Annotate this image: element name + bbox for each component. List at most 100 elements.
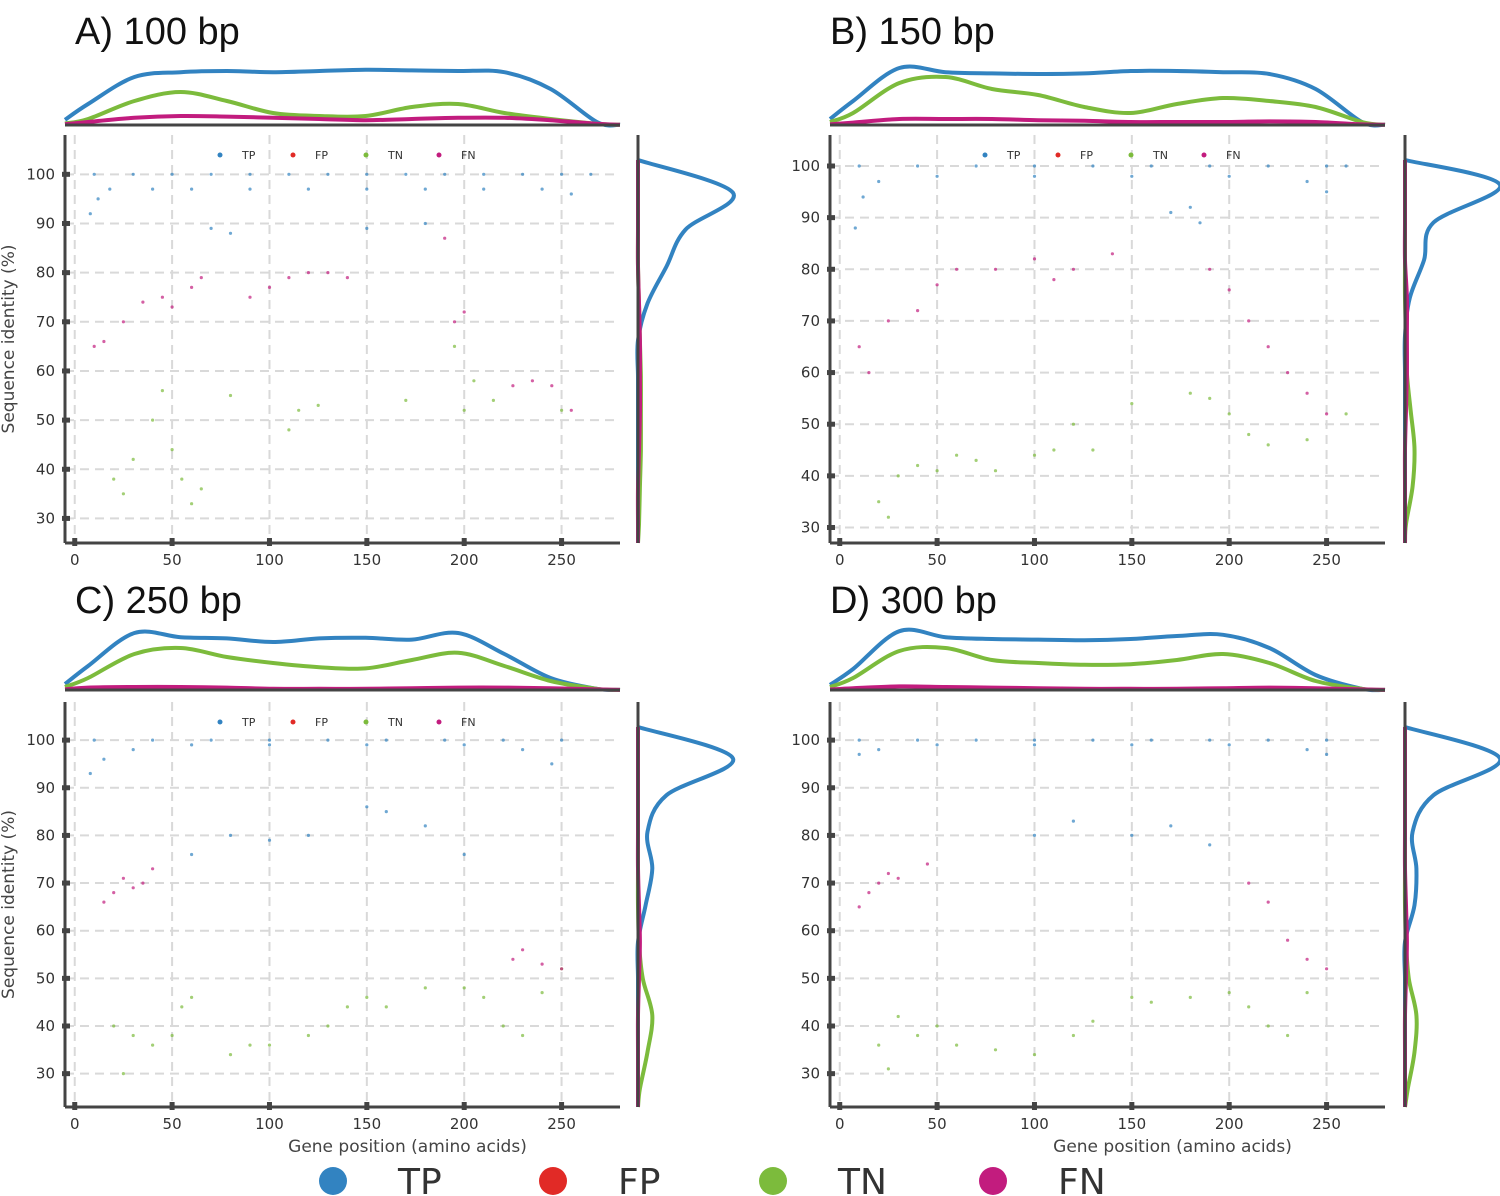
inner-legend-label: FP <box>1080 149 1093 162</box>
x-tick-label: 250 <box>547 551 576 569</box>
point-tn <box>1188 995 1192 1000</box>
top-density-tn <box>829 74 1386 127</box>
point-tn <box>112 1024 116 1028</box>
point-fn <box>326 271 330 275</box>
point-tp <box>482 187 486 191</box>
y-tick-label: 100 <box>26 731 55 749</box>
y-tick-label: 30 <box>801 1065 820 1083</box>
point-tp <box>1032 174 1037 178</box>
point-tn <box>199 487 203 491</box>
legend-marker-fp <box>539 1167 567 1195</box>
point-fn <box>462 310 466 314</box>
top-density-tp <box>828 627 1386 693</box>
inner-legend-label: FP <box>315 716 328 729</box>
inner-legend-marker <box>1128 152 1134 158</box>
point-tn <box>1305 438 1309 442</box>
scatter-points <box>857 738 1329 1071</box>
point-tp <box>916 738 920 742</box>
point-tn <box>491 398 495 402</box>
x-tick-label: 50 <box>163 1115 182 1133</box>
point-fn <box>170 305 174 309</box>
point-tn <box>1032 1053 1037 1057</box>
legend-marker-fn <box>979 1167 1007 1195</box>
y-tick-label: 70 <box>801 312 820 330</box>
point-tn <box>248 1043 252 1047</box>
point-tp <box>1325 752 1329 757</box>
top-density <box>63 629 621 693</box>
point-fn <box>511 384 515 388</box>
point-tp <box>170 172 174 176</box>
point-tp <box>248 172 252 176</box>
point-tn <box>1247 1005 1251 1009</box>
point-tp <box>365 187 369 191</box>
point-tn <box>131 1033 135 1038</box>
point-tp <box>589 172 593 176</box>
point-tp <box>423 221 427 226</box>
point-fn <box>540 962 544 966</box>
point-tn <box>877 1043 881 1047</box>
point-tn <box>452 344 457 348</box>
point-tp <box>365 226 369 230</box>
point-tn <box>316 403 320 407</box>
point-fn <box>287 276 291 280</box>
y-tick-label: 50 <box>801 415 820 433</box>
scatter-points <box>88 738 564 1076</box>
point-fn <box>160 295 164 299</box>
top-density <box>63 67 621 128</box>
side-density <box>635 158 736 544</box>
top-density-tp <box>63 629 621 693</box>
point-tp <box>1344 164 1348 168</box>
x-tick-label: 0 <box>835 1115 845 1133</box>
top-density-fn <box>64 113 621 127</box>
point-fn <box>1325 967 1329 971</box>
y-axis-title: Sequence identity (%) <box>0 245 19 434</box>
y-tick-label: 60 <box>801 922 820 940</box>
point-tp <box>1071 819 1075 823</box>
point-tp <box>326 172 330 176</box>
scatter-points <box>853 164 1348 519</box>
point-tn <box>540 991 544 995</box>
point-tn <box>151 1043 155 1047</box>
point-tp <box>365 743 369 747</box>
legend-label-fn: FN <box>1058 1162 1106 1196</box>
point-tn <box>287 428 291 432</box>
point-fn <box>121 320 125 324</box>
point-tn <box>974 458 978 462</box>
legend-marker-tp <box>319 1167 347 1195</box>
point-tp <box>1208 738 1212 742</box>
side-density <box>635 725 736 1108</box>
point-fn <box>190 285 194 289</box>
point-tp <box>916 164 920 168</box>
point-tp <box>853 226 857 230</box>
x-tick-label: 200 <box>1215 551 1244 569</box>
point-tn <box>345 1005 349 1009</box>
point-tn <box>228 1053 233 1057</box>
point-fn <box>1305 391 1309 395</box>
point-tp <box>1130 833 1134 838</box>
x-tick-label: 0 <box>835 551 845 569</box>
point-fn <box>867 371 871 375</box>
panels: A) 100 bp 0 50 100 150 200 250 30 40 50 60 70 80 90 10… <box>0 11 1500 1157</box>
y-tick-label: 90 <box>801 779 820 797</box>
point-tp <box>384 810 388 814</box>
point-tn <box>886 1067 891 1071</box>
point-fn <box>560 967 564 971</box>
point-tp <box>1227 174 1231 178</box>
point-tn <box>423 986 427 990</box>
point-fn <box>121 876 125 880</box>
y-tick-label: 80 <box>801 826 820 844</box>
point-fn <box>511 957 515 961</box>
x-tick-label: 100 <box>255 551 284 569</box>
point-tn <box>955 453 959 457</box>
point-tp <box>423 824 427 828</box>
panel-title: A) 100 bp <box>75 11 240 53</box>
x-tick-label: 250 <box>1312 1115 1341 1133</box>
point-fn <box>925 862 930 866</box>
point-fn <box>1208 267 1212 271</box>
top-density-tp <box>828 64 1386 128</box>
y-tick-label: 100 <box>26 165 55 183</box>
point-tn <box>1052 448 1056 452</box>
point-fn <box>1266 345 1270 349</box>
point-tp <box>1032 164 1037 168</box>
inner-legend-label: TN <box>387 716 403 729</box>
